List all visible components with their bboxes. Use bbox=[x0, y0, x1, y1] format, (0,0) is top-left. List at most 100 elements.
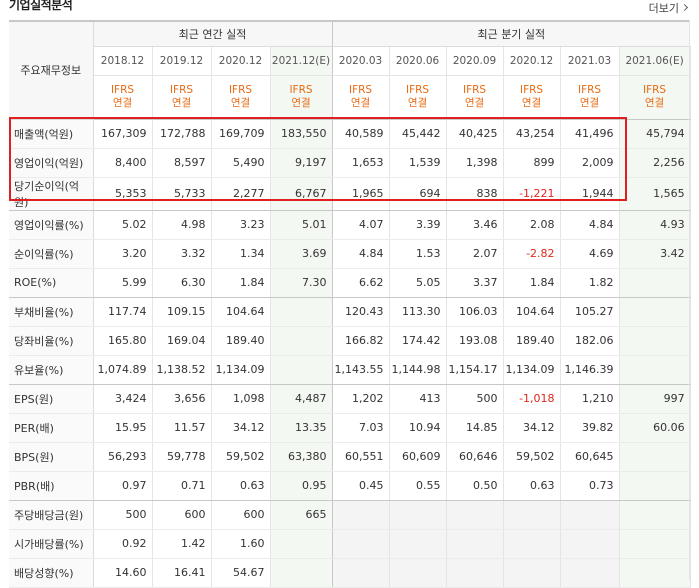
value-cell bbox=[332, 529, 390, 559]
value-cell: 997 bbox=[619, 384, 691, 414]
value-cell: 1,074.89 bbox=[93, 355, 153, 385]
value-cell: 838 bbox=[446, 177, 504, 211]
value-cell bbox=[270, 529, 333, 559]
value-cell: 5,490 bbox=[211, 148, 271, 178]
value-cell: -2.82 bbox=[503, 239, 561, 269]
table-row: EPS(원) 3,424 3,656 1,098 4,487 1,202 413 500 -1,… bbox=[9, 384, 691, 414]
table-right-border bbox=[689, 20, 690, 580]
value-cell: 189.40 bbox=[503, 326, 561, 356]
section-header: 기업실적분석 더보기 bbox=[0, 0, 699, 18]
value-cell: 0.63 bbox=[503, 471, 561, 501]
value-cell: 665 bbox=[270, 500, 333, 530]
value-cell: 1.53 bbox=[389, 239, 447, 269]
value-cell: 1,143.55 bbox=[332, 355, 390, 385]
value-cell: 4,487 bbox=[270, 384, 333, 414]
period-header: 2021.12(E) bbox=[270, 46, 333, 76]
value-cell: 106.03 bbox=[446, 297, 504, 327]
table-row: 당좌비율(%) 165.80 169.04 189.40 166.82 174.42 193… bbox=[9, 326, 691, 356]
row-label: 부채비율(%) bbox=[9, 297, 94, 327]
value-cell bbox=[619, 268, 691, 298]
value-cell: 7.03 bbox=[332, 413, 390, 443]
table-row: ROE(%) 5.99 6.30 1.84 7.30 6.62 5.05 3.37 1.84 1.… bbox=[9, 268, 691, 298]
value-cell: 600 bbox=[152, 500, 212, 530]
value-cell: 5.01 bbox=[270, 210, 333, 240]
value-cell: 59,502 bbox=[503, 442, 561, 472]
value-cell: 59,778 bbox=[152, 442, 212, 472]
more-link[interactable]: 더보기 bbox=[648, 0, 689, 16]
value-cell: 117.74 bbox=[93, 297, 153, 327]
value-cell: 6,767 bbox=[270, 177, 333, 211]
basis-label: IFRS 연결 bbox=[228, 84, 253, 109]
value-cell: 1,144.98 bbox=[389, 355, 447, 385]
value-cell: 1,653 bbox=[332, 148, 390, 178]
value-cell: 8,400 bbox=[93, 148, 153, 178]
basis-header: IFRS 연결 bbox=[560, 75, 620, 120]
value-cell: 16.41 bbox=[152, 558, 212, 588]
value-cell: -1,018 bbox=[503, 384, 561, 414]
row-label: 영업이익률(%) bbox=[9, 210, 94, 240]
value-cell bbox=[619, 471, 691, 501]
value-cell: 40,589 bbox=[332, 119, 390, 149]
value-cell: 5,353 bbox=[93, 177, 153, 211]
more-label: 더보기 bbox=[648, 2, 679, 15]
value-cell bbox=[560, 558, 620, 588]
table-row: 매출액(억원) 167,309 172,788 169,709 183,550 40,58… bbox=[9, 119, 691, 149]
value-cell: 3.69 bbox=[270, 239, 333, 269]
value-cell: 2,256 bbox=[619, 148, 691, 178]
basis-label: IFRS 연결 bbox=[577, 84, 602, 109]
value-cell: 167,309 bbox=[93, 119, 153, 149]
basis-header: IFRS 연결 bbox=[93, 75, 153, 120]
row-label: 배당성향(%) bbox=[9, 558, 94, 588]
value-cell: 1.60 bbox=[211, 529, 271, 559]
basis-header: IFRS 연결 bbox=[270, 75, 333, 120]
basis-header: IFRS 연결 bbox=[389, 75, 447, 120]
value-cell: 0.63 bbox=[211, 471, 271, 501]
basis-header: IFRS 연결 bbox=[152, 75, 212, 120]
basis-header: IFRS 연결 bbox=[211, 75, 271, 120]
period-header: 2020.03 bbox=[332, 46, 390, 76]
value-cell: 6.62 bbox=[332, 268, 390, 298]
basis-label: IFRS 연결 bbox=[643, 84, 667, 109]
value-cell: 109.15 bbox=[152, 297, 212, 327]
value-cell bbox=[619, 326, 691, 356]
value-cell: 193.08 bbox=[446, 326, 504, 356]
value-cell: 3.39 bbox=[389, 210, 447, 240]
value-cell: 60.06 bbox=[619, 413, 691, 443]
value-cell: 183,550 bbox=[270, 119, 333, 149]
value-cell: 1,146.39 bbox=[560, 355, 620, 385]
annual-group-header: 최근 연간 실적 bbox=[93, 20, 333, 47]
row-label: 당좌비율(%) bbox=[9, 326, 94, 356]
value-cell: 45,442 bbox=[389, 119, 447, 149]
value-cell: 60,646 bbox=[446, 442, 504, 472]
header-row-groups: 주요재무정보 최근 연간 실적 최근 분기 실적 bbox=[9, 20, 691, 120]
value-cell bbox=[619, 442, 691, 472]
basis-label: IFRS 연결 bbox=[169, 84, 194, 109]
value-cell: 0.55 bbox=[389, 471, 447, 501]
table-row: 순이익률(%) 3.20 3.32 1.34 3.69 4.84 1.53 2.07 -2.82… bbox=[9, 239, 691, 269]
value-cell: 54.67 bbox=[211, 558, 271, 588]
value-cell: 1.84 bbox=[211, 268, 271, 298]
value-cell bbox=[560, 529, 620, 559]
financial-table-wrapper: 주요재무정보 최근 연간 실적 최근 분기 실적 2018.12 2019.12 2020… bbox=[9, 20, 691, 588]
value-cell: 600 bbox=[211, 500, 271, 530]
basis-label: IFRS 연결 bbox=[519, 84, 544, 109]
value-cell: 104.64 bbox=[503, 297, 561, 327]
header-row-periods: 2018.12 2019.12 2020.12 2021.12(E) 2020.03 20… bbox=[9, 46, 691, 76]
value-cell: 2,009 bbox=[560, 148, 620, 178]
row-label: BPS(원) bbox=[9, 442, 94, 472]
value-cell: 3.37 bbox=[446, 268, 504, 298]
period-header: 2020.12 bbox=[211, 46, 271, 76]
basis-label: IFRS 연결 bbox=[348, 84, 373, 109]
value-cell: 113.30 bbox=[389, 297, 447, 327]
basis-header: IFRS 연결 bbox=[503, 75, 561, 120]
period-header: 2019.12 bbox=[152, 46, 212, 76]
table-row: 배당성향(%) 14.60 16.41 54.67 bbox=[9, 558, 691, 588]
value-cell bbox=[560, 500, 620, 530]
row-label: EPS(원) bbox=[9, 384, 94, 414]
value-cell: 1,539 bbox=[389, 148, 447, 178]
table-row: 부채비율(%) 117.74 109.15 104.64 120.43 113.30 106… bbox=[9, 297, 691, 327]
row-label: PER(배) bbox=[9, 413, 94, 443]
value-cell: 169.04 bbox=[152, 326, 212, 356]
value-cell bbox=[503, 529, 561, 559]
value-cell bbox=[270, 326, 333, 356]
